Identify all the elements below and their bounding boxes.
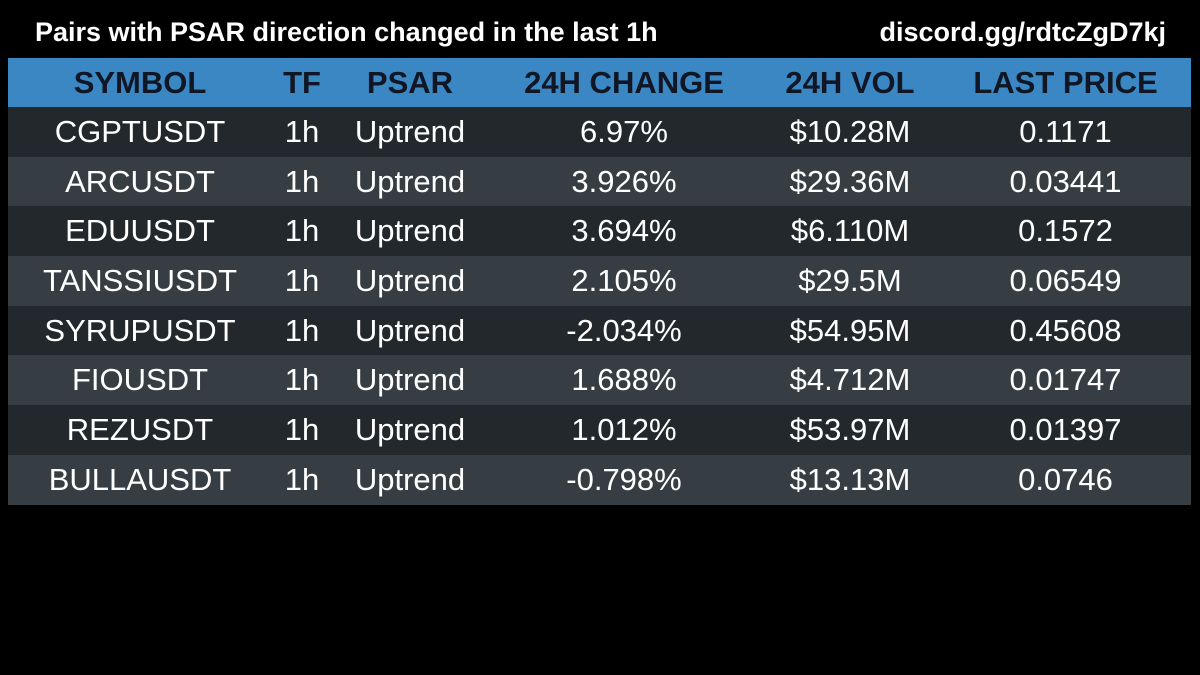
cell-timeframe: 1h	[284, 461, 320, 497]
table-row: FIOUSDT 1h Uptrend 1.688% $4.712M 0.01747	[8, 355, 1191, 406]
table-row: BULLAUSDT 1h Uptrend -0.798% $13.13M 0.0746	[8, 454, 1191, 505]
cell-timeframe: 1h	[284, 411, 320, 447]
cell-symbol: SYRUPUSDT	[44, 312, 236, 348]
cell-symbol: TANSSIUSDT	[42, 262, 238, 298]
cell-24h-change: 2.105%	[571, 262, 677, 298]
cell-last-price: 0.03441	[1009, 163, 1122, 199]
cell-last-price: 0.01747	[1009, 362, 1122, 398]
cell-timeframe: 1h	[284, 262, 320, 298]
cell-psar: Uptrend	[354, 213, 466, 249]
column-header-psar: PSAR	[366, 64, 454, 100]
cell-24h-vol: $6.110M	[790, 213, 910, 249]
cell-last-price: 0.06549	[1009, 262, 1122, 298]
cell-psar: Uptrend	[354, 163, 466, 199]
table-body: CGPTUSDT 1h Uptrend 6.97% $10.28M 0.1171 ARCUS…	[8, 107, 1191, 505]
cell-24h-vol: $4.712M	[789, 362, 911, 398]
cell-psar: Uptrend	[354, 411, 466, 447]
column-header-symbol: SYMBOL	[73, 64, 207, 100]
cell-24h-vol: $29.5M	[798, 262, 902, 298]
cell-symbol: BULLAUSDT	[48, 461, 232, 497]
cell-24h-change: 6.97%	[580, 113, 668, 149]
table-row: REZUSDT 1h Uptrend 1.012% $53.97M 0.01397	[8, 405, 1191, 455]
cell-last-price: 0.45608	[1009, 312, 1122, 348]
cell-24h-vol: $53.97M	[789, 411, 911, 447]
column-header-last-price: LAST PRICE	[973, 64, 1158, 100]
cell-last-price: 0.1572	[1018, 213, 1113, 249]
cell-24h-change: 3.926%	[571, 163, 677, 199]
cell-symbol: FIOUSDT	[71, 362, 209, 398]
cell-24h-vol: $54.95M	[789, 312, 911, 348]
cell-timeframe: 1h	[284, 213, 320, 249]
cell-last-price: 0.1171	[1019, 113, 1112, 149]
cell-psar: Uptrend	[354, 362, 466, 398]
table-row: ARCUSDT 1h Uptrend 3.926% $29.36M 0.03441	[8, 156, 1191, 207]
cell-symbol: REZUSDT	[66, 411, 214, 447]
discord-invite-link[interactable]: discord.gg/rdtcZgD7kj	[879, 17, 1166, 47]
cell-symbol: CGPTUSDT	[54, 113, 226, 149]
cell-24h-vol: $13.13M	[789, 461, 911, 497]
table-row: TANSSIUSDT 1h Uptrend 2.105% $29.5M 0.06549	[8, 256, 1191, 306]
cell-24h-change: 1.688%	[571, 362, 677, 398]
cell-symbol: ARCUSDT	[65, 163, 215, 199]
cell-timeframe: 1h	[284, 312, 320, 348]
cell-last-price: 0.0746	[1018, 461, 1113, 497]
cell-symbol: EDUUSDT	[65, 213, 215, 249]
column-header-24h-change: 24H CHANGE	[524, 64, 724, 100]
table-row: CGPTUSDT 1h Uptrend 6.97% $10.28M 0.1171	[8, 107, 1191, 157]
cell-psar: Uptrend	[354, 113, 466, 149]
cell-24h-vol: $29.36M	[789, 163, 911, 199]
psar-table: SYMBOL TF PSAR 24H CHANGE 24H VOL LAST P…	[8, 58, 1191, 505]
page-title: Pairs with PSAR direction changed in the…	[35, 17, 658, 47]
column-header-tf: TF	[283, 64, 321, 100]
cell-last-price: 0.01397	[1009, 411, 1122, 447]
cell-psar: Uptrend	[354, 312, 466, 348]
cell-24h-change: 1.012%	[571, 411, 677, 447]
table-row: EDUUSDT 1h Uptrend 3.694% $6.110M 0.1572	[8, 206, 1191, 257]
cell-24h-change: -0.798%	[566, 461, 682, 497]
cell-24h-change: -2.034%	[566, 312, 682, 348]
cell-24h-vol: $10.28M	[789, 113, 911, 149]
cell-timeframe: 1h	[284, 362, 320, 398]
cell-timeframe: 1h	[284, 113, 320, 149]
table-header-row: SYMBOL TF PSAR 24H CHANGE 24H VOL LAST P…	[8, 58, 1191, 107]
table-row: SYRUPUSDT 1h Uptrend -2.034% $54.95M 0.45608	[8, 305, 1191, 356]
cell-psar: Uptrend	[354, 461, 466, 497]
cell-timeframe: 1h	[284, 163, 320, 199]
cell-psar: Uptrend	[354, 262, 466, 298]
page-header: Pairs with PSAR direction changed in the…	[0, 0, 1200, 58]
cell-24h-change: 3.694%	[571, 213, 677, 249]
column-header-24h-vol: 24H VOL	[785, 64, 915, 100]
